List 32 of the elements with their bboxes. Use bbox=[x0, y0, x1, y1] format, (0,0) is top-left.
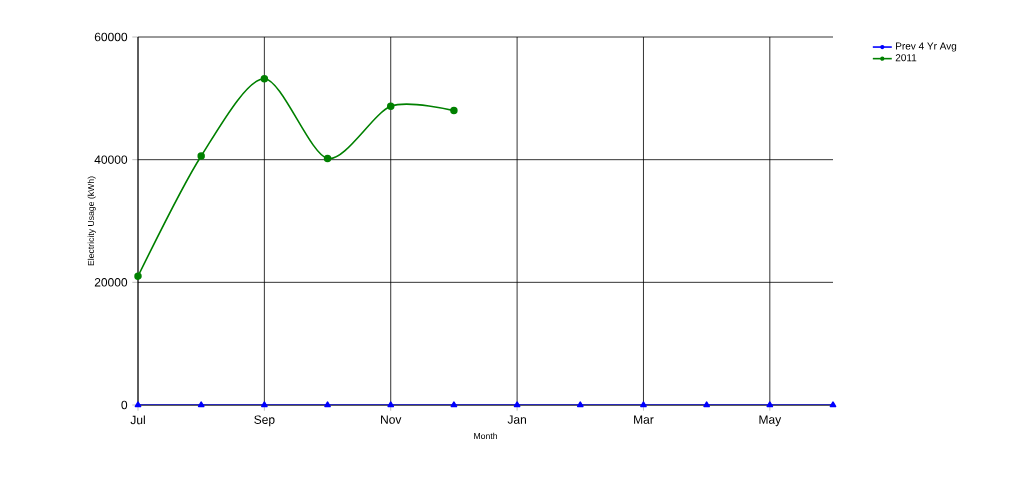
point bbox=[324, 401, 331, 408]
point bbox=[640, 401, 647, 408]
point bbox=[197, 152, 205, 160]
x-tick-label: Nov bbox=[381, 415, 402, 424]
point bbox=[134, 401, 142, 408]
x-tick-label: May bbox=[759, 415, 782, 427]
y-tick-label: 40000 bbox=[94, 155, 128, 164]
point bbox=[387, 102, 395, 111]
point bbox=[450, 106, 458, 115]
point bbox=[323, 154, 332, 163]
x-tick-label: Jul bbox=[130, 415, 145, 425]
x-tick-label: Sep bbox=[254, 415, 275, 427]
point bbox=[387, 401, 395, 408]
y-tick-label: 60000 bbox=[94, 32, 128, 42]
y-tick-label: 0 bbox=[121, 400, 128, 410]
point bbox=[576, 401, 584, 408]
y-tick-label: 20000 bbox=[94, 278, 128, 287]
point bbox=[766, 401, 774, 408]
point bbox=[197, 401, 205, 408]
point bbox=[450, 401, 458, 408]
legend-label: 2011 bbox=[895, 54, 917, 62]
point bbox=[260, 74, 269, 83]
point bbox=[134, 272, 142, 280]
legend-label: Prev 4 Yr Avg bbox=[896, 42, 957, 52]
x-axis-title: Month bbox=[474, 432, 497, 440]
x-tick-label: Jan bbox=[507, 415, 526, 424]
point bbox=[703, 401, 710, 408]
point bbox=[513, 401, 521, 408]
x-tick-label: Mar bbox=[634, 415, 654, 424]
y-axis-title: Electricity Usage (kWh) bbox=[87, 176, 96, 266]
point bbox=[261, 401, 268, 408]
point bbox=[829, 401, 837, 408]
